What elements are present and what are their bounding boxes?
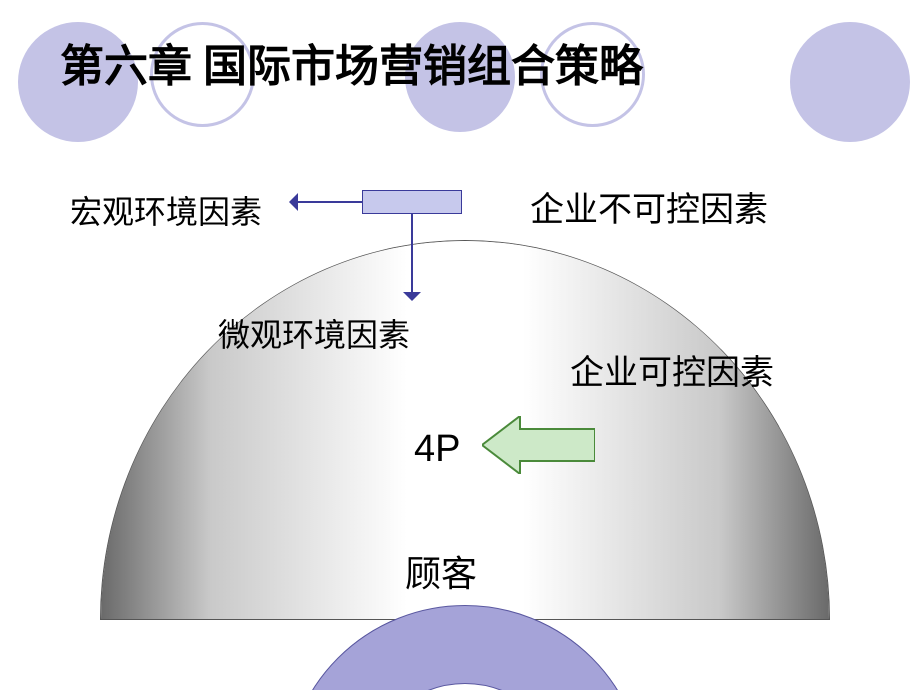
label-micro-env: 微观环境因素 (218, 310, 410, 356)
arrow-left-head-icon (289, 193, 298, 211)
page-title: 第六章 国际市场营销组合策略 (60, 30, 643, 94)
arrow-down-line (411, 214, 413, 292)
label-4p: 4P (414, 428, 460, 471)
arrow-left-line (298, 201, 362, 203)
factor-node-box (362, 190, 462, 214)
bg-circle-4 (790, 22, 910, 142)
label-macro-env: 宏观环境因素 (70, 187, 262, 233)
arrow-down-head-icon (403, 292, 421, 301)
label-controllable: 企业可控因素 (570, 345, 774, 394)
label-customer: 顾客 (405, 545, 477, 597)
block-arrow-left-icon (482, 416, 595, 474)
label-uncontrollable: 企业不可控因素 (530, 182, 768, 231)
